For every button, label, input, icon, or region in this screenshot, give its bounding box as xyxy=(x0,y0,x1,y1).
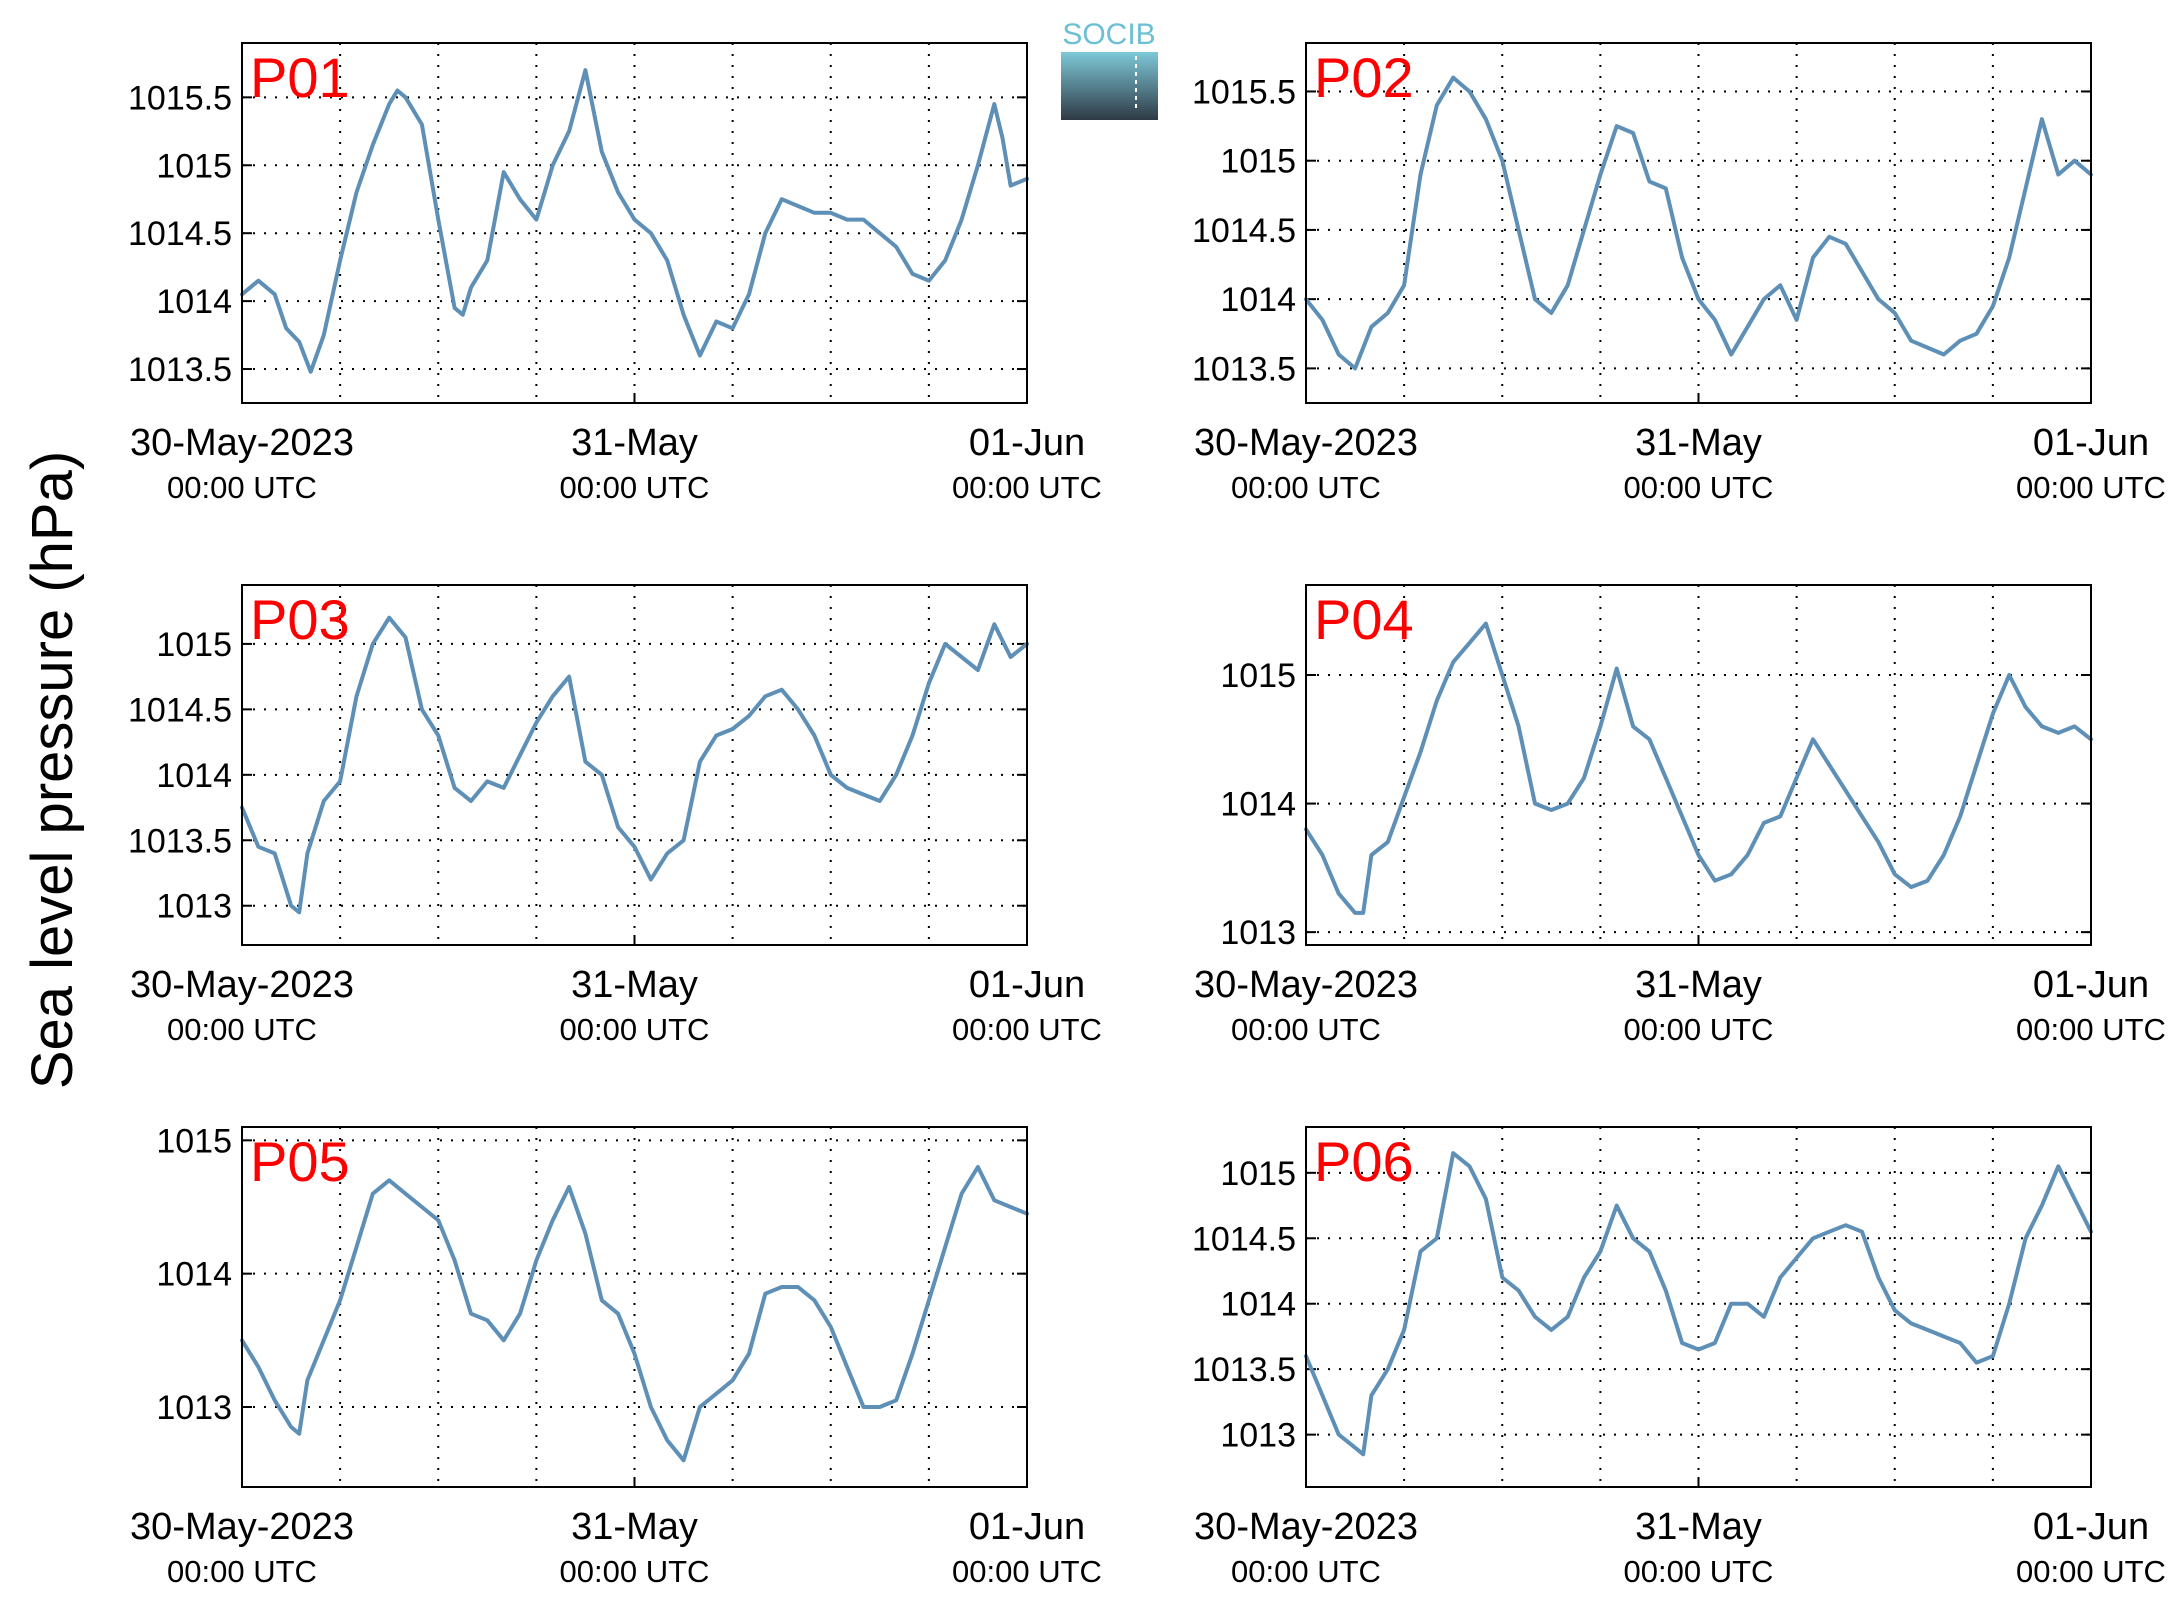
x-tick-date: 30-May-2023 xyxy=(1194,422,1418,464)
x-tick-time: 00:00 UTC xyxy=(560,1012,710,1047)
y-tick-label: 1014.5 xyxy=(1192,1220,1296,1258)
y-tick-label: 1013.5 xyxy=(1192,1351,1296,1389)
x-tick-time: 00:00 UTC xyxy=(1624,1554,1774,1589)
panel-p05: 1013 1014 1015 30-May-2023 00:00 UTC 31-May 00… xyxy=(130,1122,1102,1589)
y-tick-label: 1013.5 xyxy=(128,822,232,860)
y-tick-label: 1014.5 xyxy=(128,215,232,253)
plot-area-p04 xyxy=(1306,585,2091,945)
y-tick-label: 1014 xyxy=(1220,786,1296,824)
panel-label-p02: P02 xyxy=(1314,46,1414,109)
x-tick-time: 00:00 UTC xyxy=(2016,1012,2166,1047)
y-tick-label: 1014 xyxy=(1220,1286,1296,1324)
y-tick-label: 1015 xyxy=(1220,657,1296,695)
y-tick-label: 1015 xyxy=(156,1122,232,1160)
x-tick-date: 30-May-2023 xyxy=(1194,1506,1418,1548)
x-tick-time: 00:00 UTC xyxy=(560,1554,710,1589)
x-tick-date: 31-May xyxy=(1635,422,1762,464)
x-tick-time: 00:00 UTC xyxy=(1231,470,1381,505)
plot-area-p03 xyxy=(242,585,1027,945)
x-tick-date: 30-May-2023 xyxy=(1194,964,1418,1006)
x-tick-date: 01-Jun xyxy=(969,964,1085,1006)
y-tick-label: 1013 xyxy=(156,1389,232,1427)
y-tick-label: 1013 xyxy=(1220,1417,1296,1455)
y-tick-label: 1014 xyxy=(156,283,232,321)
x-tick-date: 01-Jun xyxy=(969,422,1085,464)
x-tick-time: 00:00 UTC xyxy=(560,470,710,505)
series-line-p02 xyxy=(1304,75,2093,371)
panel-label-p04: P04 xyxy=(1314,588,1414,651)
x-tick-date: 31-May xyxy=(571,1506,698,1548)
y-tick-label: 1014.5 xyxy=(1192,212,1296,250)
x-tick-time: 00:00 UTC xyxy=(1231,1554,1381,1589)
x-tick-date: 30-May-2023 xyxy=(130,422,354,464)
y-tick-label: 1014 xyxy=(156,757,232,795)
x-tick-date: 31-May xyxy=(1635,964,1762,1006)
panel-label-p05: P05 xyxy=(250,1130,350,1193)
panel-p06: 1013 1013.5 1014 1014.5 1015 30-May-2023 00:00… xyxy=(1192,1126,2166,1589)
x-tick-time: 00:00 UTC xyxy=(167,1554,317,1589)
logo-text: SOCIB xyxy=(1062,18,1155,51)
panel-p03: 1013 1013.5 1014 1014.5 1015 30-May-2023 00:00… xyxy=(128,584,1102,1047)
x-tick-time: 00:00 UTC xyxy=(1624,1012,1774,1047)
y-tick-label: 1015 xyxy=(1220,143,1296,181)
y-tick-label: 1015.5 xyxy=(1192,73,1296,111)
series-line-p06 xyxy=(1304,1151,2093,1457)
y-tick-label: 1013.5 xyxy=(1192,350,1296,388)
x-tick-date: 31-May xyxy=(571,422,698,464)
plot-area-p05 xyxy=(242,1127,1027,1487)
x-tick-time: 00:00 UTC xyxy=(952,1554,1102,1589)
x-tick-date: 31-May xyxy=(571,964,698,1006)
x-tick-date: 01-Jun xyxy=(969,1506,1085,1548)
panels: 1013.5 1014 1014.5 1015 1015.5 30-May-2023 00:… xyxy=(128,42,2166,1589)
x-tick-time: 00:00 UTC xyxy=(1231,1012,1381,1047)
x-tick-date: 01-Jun xyxy=(2033,422,2149,464)
x-tick-time: 00:00 UTC xyxy=(167,1012,317,1047)
x-tick-time: 00:00 UTC xyxy=(2016,470,2166,505)
x-tick-date: 30-May-2023 xyxy=(130,964,354,1006)
panel-p01: 1013.5 1014 1014.5 1015 1015.5 30-May-2023 00:… xyxy=(128,42,1102,505)
panel-label-p03: P03 xyxy=(250,588,350,651)
series-line-p05 xyxy=(240,1165,1029,1463)
plot-area-p06 xyxy=(1306,1127,2091,1487)
y-tick-label: 1014 xyxy=(156,1256,232,1294)
series-line-p03 xyxy=(240,615,1029,915)
y-tick-label: 1014.5 xyxy=(128,691,232,729)
x-tick-time: 00:00 UTC xyxy=(952,1012,1102,1047)
y-tick-label: 1014 xyxy=(1220,281,1296,319)
x-tick-date: 31-May xyxy=(1635,1506,1762,1548)
x-tick-date: 01-Jun xyxy=(2033,1506,2149,1548)
x-tick-date: 01-Jun xyxy=(2033,964,2149,1006)
y-tick-label: 1015.5 xyxy=(128,79,232,117)
plot-area-p02 xyxy=(1306,43,2091,403)
x-tick-time: 00:00 UTC xyxy=(952,470,1102,505)
y-tick-label: 1015 xyxy=(156,147,232,185)
panel-label-p06: P06 xyxy=(1314,1130,1414,1193)
y-tick-label: 1013 xyxy=(1220,914,1296,952)
x-tick-date: 30-May-2023 xyxy=(130,1506,354,1548)
x-tick-time: 00:00 UTC xyxy=(2016,1554,2166,1589)
series-line-p04 xyxy=(1304,621,2093,915)
y-tick-label: 1013 xyxy=(156,888,232,926)
y-tick-label: 1015 xyxy=(156,626,232,664)
x-tick-time: 00:00 UTC xyxy=(167,470,317,505)
plot-area-p01 xyxy=(242,43,1027,403)
socib-logo: SOCIB xyxy=(1061,18,1158,120)
y-tick-label: 1015 xyxy=(1220,1155,1296,1193)
panel-label-p01: P01 xyxy=(250,46,350,109)
panel-p04: 1013 1014 1015 30-May-2023 00:00 UTC 31-May 00… xyxy=(1194,584,2166,1047)
y-tick-label: 1013.5 xyxy=(128,351,232,389)
y-axis-label: Sea level pressure (hPa) xyxy=(20,451,85,1089)
panel-p02: 1013.5 1014 1014.5 1015 1015.5 30-May-2023 00:… xyxy=(1192,42,2166,505)
series-line-p01 xyxy=(240,68,1029,374)
x-tick-time: 00:00 UTC xyxy=(1624,470,1774,505)
